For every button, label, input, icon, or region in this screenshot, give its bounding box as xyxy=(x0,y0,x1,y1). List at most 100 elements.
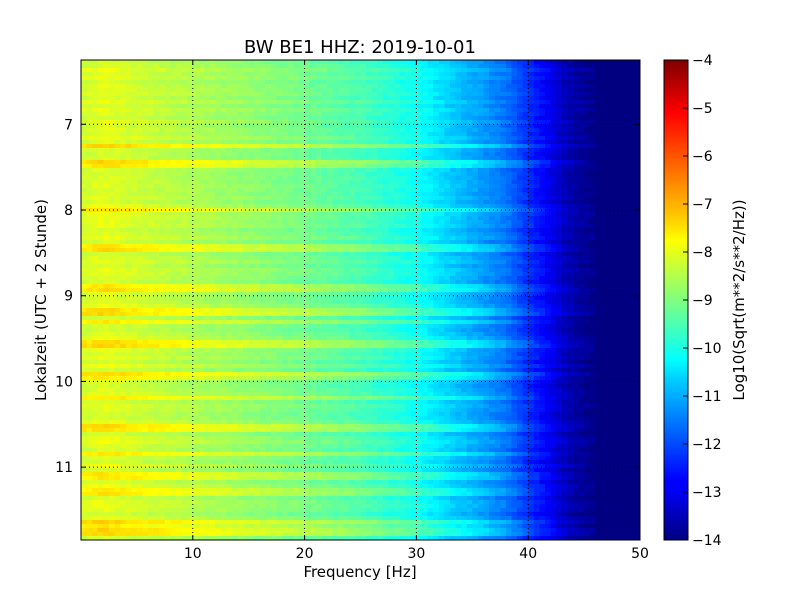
heatmap-cell xyxy=(366,120,373,125)
heatmap-cell xyxy=(544,124,552,129)
heatmap-cell xyxy=(259,224,267,229)
heatmap-cell xyxy=(421,248,429,253)
heatmap-cell xyxy=(220,208,227,213)
heatmap-cell xyxy=(81,84,88,89)
heatmap-cell xyxy=(349,196,356,201)
heatmap-cell xyxy=(142,196,149,201)
heatmap-cell xyxy=(97,232,104,237)
heatmap-cell xyxy=(494,100,501,105)
heatmap-cell xyxy=(203,112,211,117)
heatmap-cell xyxy=(466,104,473,109)
heatmap-cell xyxy=(120,168,127,173)
heatmap-cell xyxy=(92,184,99,189)
heatmap-cell xyxy=(377,120,384,125)
heatmap-cell xyxy=(416,160,423,165)
heatmap-cell xyxy=(366,108,373,113)
heatmap-cell xyxy=(349,124,356,129)
heatmap-cell xyxy=(276,68,283,73)
heatmap-cell xyxy=(282,256,289,261)
heatmap-cell xyxy=(572,236,580,241)
heatmap-cell xyxy=(522,128,529,133)
heatmap-cell xyxy=(142,168,149,173)
heatmap-cell xyxy=(293,156,300,161)
heatmap-cell xyxy=(187,112,194,117)
heatmap-cell xyxy=(254,88,261,93)
heatmap-cell xyxy=(371,248,378,253)
heatmap-cell xyxy=(170,204,177,209)
heatmap-cell xyxy=(600,224,608,229)
heatmap-cell xyxy=(282,200,289,205)
heatmap-cell xyxy=(550,140,557,145)
heatmap-cell xyxy=(572,112,580,117)
heatmap-cell xyxy=(483,112,490,117)
heatmap-cell xyxy=(377,184,384,189)
heatmap-cell xyxy=(550,92,557,97)
heatmap-cell xyxy=(120,220,127,225)
heatmap-cell xyxy=(142,84,149,89)
heatmap-cell xyxy=(310,256,317,261)
heatmap-cell xyxy=(265,176,272,181)
heatmap-cell xyxy=(293,228,300,233)
heatmap-cell xyxy=(572,72,580,77)
heatmap-cell xyxy=(612,232,619,237)
heatmap-cell xyxy=(187,172,194,177)
heatmap-cell xyxy=(142,192,149,197)
heatmap-cell xyxy=(595,228,602,233)
heatmap-cell xyxy=(203,200,211,205)
heatmap-cell xyxy=(405,84,412,89)
heatmap-cell xyxy=(394,168,401,173)
heatmap-cell xyxy=(528,120,535,125)
heatmap-cell xyxy=(612,200,619,205)
heatmap-cell xyxy=(438,256,445,261)
heatmap-cell xyxy=(321,180,328,185)
heatmap-cell xyxy=(259,208,267,213)
heatmap-cell xyxy=(92,96,99,101)
heatmap-cell xyxy=(511,92,518,97)
heatmap-cell xyxy=(81,96,88,101)
heatmap-cell xyxy=(427,228,434,233)
heatmap-cell xyxy=(349,180,356,185)
heatmap-cell xyxy=(371,104,378,109)
heatmap-cell xyxy=(159,124,166,129)
heatmap-cell xyxy=(203,232,211,237)
heatmap-cell xyxy=(528,132,535,137)
heatmap-cell xyxy=(500,144,507,149)
heatmap-cell xyxy=(533,216,540,221)
heatmap-cell xyxy=(148,72,155,77)
heatmap-cell xyxy=(114,124,121,129)
heatmap-cell xyxy=(416,180,423,185)
heatmap-cell xyxy=(444,212,451,217)
heatmap-cell xyxy=(315,76,322,81)
heatmap-cell xyxy=(332,180,339,185)
heatmap-cell xyxy=(584,208,591,213)
heatmap-cell xyxy=(86,112,93,117)
heatmap-cell xyxy=(215,220,222,225)
heatmap-cell xyxy=(377,212,384,217)
heatmap-cell xyxy=(416,136,423,141)
heatmap-cell xyxy=(153,232,160,237)
heatmap-cell xyxy=(226,144,233,149)
heatmap-cell xyxy=(254,68,261,73)
heatmap-cell xyxy=(505,220,513,225)
heatmap-cell xyxy=(595,92,602,97)
heatmap-cell xyxy=(539,128,546,133)
heatmap-cell xyxy=(265,188,272,193)
heatmap-cell xyxy=(142,204,149,209)
heatmap-cell xyxy=(131,116,138,121)
heatmap-cell xyxy=(97,256,104,261)
heatmap-cell xyxy=(142,184,149,189)
heatmap-cell xyxy=(349,128,356,133)
heatmap-cell xyxy=(215,124,222,129)
heatmap-cell xyxy=(170,248,177,253)
heatmap-cell xyxy=(192,68,199,73)
heatmap-cell xyxy=(612,100,619,105)
heatmap-cell xyxy=(226,172,233,177)
heatmap-cell xyxy=(489,132,496,137)
heatmap-cell xyxy=(92,128,99,133)
heatmap-cell xyxy=(628,72,636,77)
heatmap-cell xyxy=(226,200,233,205)
heatmap-cell xyxy=(572,76,580,81)
heatmap-cell xyxy=(114,188,121,193)
heatmap-cell xyxy=(349,244,356,249)
heatmap-cell xyxy=(237,244,244,249)
